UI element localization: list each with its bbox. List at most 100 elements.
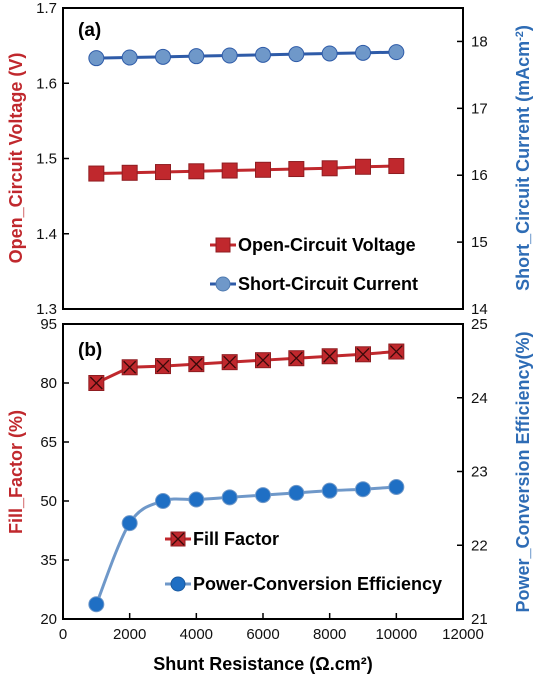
legend-fill-factor-label: Fill Factor	[193, 529, 279, 549]
panel-b-markers	[88, 343, 405, 613]
data-point-circle	[288, 484, 305, 501]
x-axis-title: Shunt Resistance (Ω.cm²)	[153, 654, 372, 674]
right-axis-title-main: Short_Circuit Current (mAcm	[513, 41, 533, 291]
data-point-circle	[355, 481, 371, 498]
panel-a: (a) 1.3 1.4 1.5 1.6 1.7 14 15 16 17 18 Open_Circ…	[6, 0, 533, 318]
data-point-square	[255, 161, 271, 178]
panel-b-right-ticks: 21 22 23 24 25	[457, 316, 488, 628]
left-tick-label: 1.6	[36, 75, 57, 92]
legend-fill-factor-cross-icon	[171, 532, 185, 546]
data-point-circle	[121, 49, 138, 66]
series-line-1	[94, 485, 397, 605]
left-tick-label: 1.4	[36, 226, 57, 243]
data-point-circle	[321, 482, 338, 499]
data-point-cross-icon	[123, 360, 137, 374]
data-point-circle	[155, 48, 171, 65]
data-point-cross-icon	[256, 353, 270, 367]
data-point-circle	[255, 46, 271, 63]
panel-b-lines	[94, 350, 397, 605]
panel-b: (b) 20 35 50 65 80 95 21 22 23 24 25 0 2000 4000 600…	[6, 316, 533, 674]
data-point-circle	[88, 596, 105, 613]
left-tick-label: 1.3	[36, 301, 57, 318]
data-point-square	[221, 162, 238, 179]
panel-a-right-ticks: 14 15 16 17 18	[457, 33, 488, 318]
right-tick-label: 25	[471, 316, 488, 333]
panel-a-markers	[88, 44, 405, 182]
legend-efficiency-marker	[170, 576, 186, 592]
data-point-cross-icon	[389, 345, 403, 358]
right-axis-title-superscript: -2	[514, 31, 526, 41]
panel-a-left-axis-title: Open_Circuit Voltage (V)	[6, 53, 26, 264]
data-point-square	[88, 165, 105, 182]
x-tick-label: 12000	[442, 626, 484, 643]
data-point-square	[188, 163, 205, 180]
left-tick-label: 80	[40, 375, 57, 392]
x-tick-label: 4000	[180, 626, 213, 643]
panel-a-lines	[96, 50, 397, 176]
panel-b-left-axis-title: Fill_Factor (%)	[6, 410, 26, 534]
series-line-0	[96, 164, 397, 176]
right-tick-label: 24	[471, 390, 488, 407]
right-tick-label: 23	[471, 464, 488, 481]
panel-a-label: (a)	[78, 20, 101, 41]
panel-b-legend: Fill Factor Power-Conversion Efficiency	[165, 529, 442, 594]
legend-voltage-marker	[215, 237, 231, 253]
data-point-circle	[388, 478, 405, 495]
data-point-square	[121, 164, 138, 181]
data-point-circle	[288, 46, 305, 63]
x-tick-label: 2000	[113, 626, 146, 643]
data-point-cross-icon	[89, 376, 103, 390]
left-tick-label: 1.7	[36, 0, 57, 17]
right-tick-label: 21	[471, 611, 488, 628]
right-axis-title-end: )	[513, 25, 533, 31]
data-point-circle	[355, 44, 371, 61]
data-point-circle	[221, 489, 238, 506]
data-point-cross-icon	[189, 357, 203, 371]
data-point-circle	[388, 44, 405, 61]
data-point-circle	[188, 48, 205, 65]
data-point-circle	[255, 487, 271, 504]
data-point-square	[388, 158, 405, 175]
data-point-circle	[88, 50, 105, 67]
panel-a-left-ticks: 1.3 1.4 1.5 1.6 1.7	[36, 0, 69, 318]
data-point-circle	[321, 45, 338, 62]
legend-current-marker	[215, 276, 231, 292]
x-tick-label: 0	[59, 626, 67, 643]
left-tick-label: 20	[40, 611, 57, 628]
left-tick-label: 95	[40, 316, 57, 333]
right-tick-label: 15	[471, 234, 488, 251]
data-point-cross-icon	[156, 359, 170, 373]
data-point-cross-icon	[356, 347, 370, 361]
panel-b-right-axis-title: Power_Conversion Efficiency(%)	[513, 331, 533, 612]
data-point-circle	[221, 47, 238, 64]
x-tick-label: 10000	[375, 626, 417, 643]
panel-b-label: (b)	[78, 340, 102, 361]
right-tick-label: 18	[471, 33, 488, 50]
data-point-cross-icon	[323, 349, 337, 363]
data-point-cross-icon	[223, 355, 237, 369]
data-point-circle	[155, 493, 171, 509]
legend-efficiency-label: Power-Conversion Efficiency	[193, 574, 442, 594]
data-point-square	[355, 158, 371, 175]
x-tick-label: 8000	[313, 626, 346, 643]
data-point-circle	[188, 491, 205, 508]
left-tick-label: 1.5	[36, 151, 57, 168]
legend-voltage-label: Open-Circuit Voltage	[238, 235, 416, 255]
data-point-circle	[121, 515, 138, 532]
series-line-0	[95, 350, 397, 385]
data-point-cross-icon	[289, 351, 303, 365]
data-point-square	[321, 160, 338, 177]
right-tick-label: 22	[471, 537, 488, 554]
left-tick-label: 50	[40, 493, 57, 510]
panel-a-right-axis-title: Short_Circuit Current (mAcm-2)	[513, 25, 533, 291]
panel-a-legend: Open-Circuit Voltage Short-Circuit Curre…	[210, 235, 418, 294]
x-tick-label: 6000	[246, 626, 279, 643]
left-tick-label: 65	[40, 434, 57, 451]
left-tick-label: 35	[40, 552, 57, 569]
series-line-1	[96, 50, 397, 60]
data-point-square	[155, 164, 171, 181]
panel-b-x-ticks: 0 2000 4000 6000 8000 10000 12000	[59, 613, 484, 643]
panel-b-left-ticks: 20 35 50 65 80 95	[40, 316, 69, 628]
data-point-square	[288, 161, 305, 178]
